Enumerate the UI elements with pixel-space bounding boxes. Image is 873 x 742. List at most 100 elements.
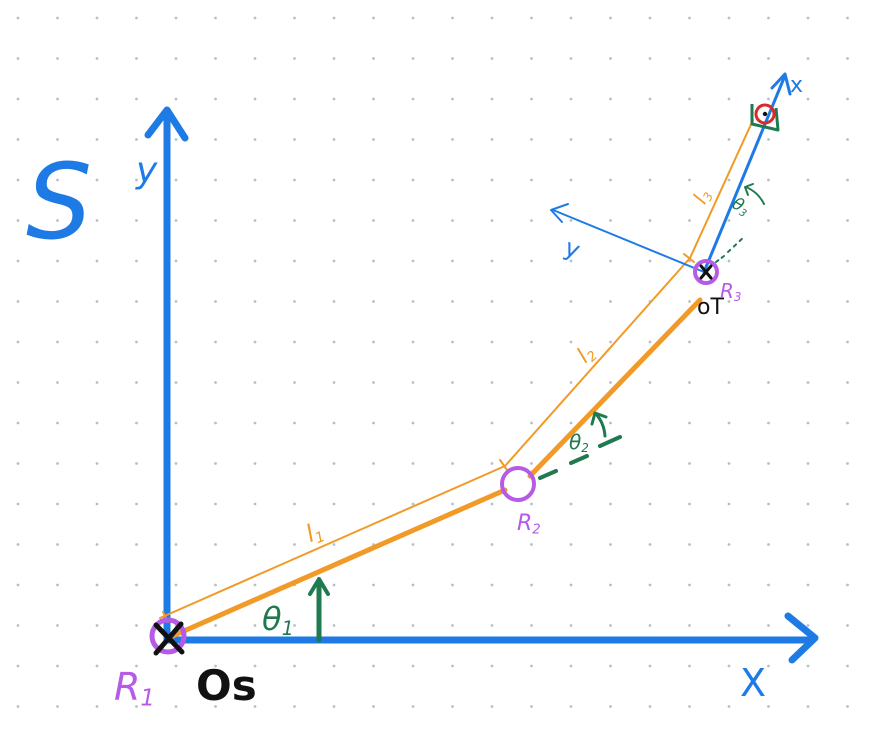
grid-dot — [372, 462, 375, 465]
grid-dot — [727, 624, 731, 627]
grid-dot — [767, 219, 770, 222]
grid-dot — [372, 705, 375, 708]
grid-dot — [569, 340, 573, 344]
link-1-tick-b — [499, 459, 508, 471]
grid-dot — [648, 178, 652, 182]
tool-x-axis — [702, 76, 786, 274]
theta-2-arc-arrow — [594, 412, 607, 438]
grid-dot — [767, 381, 770, 384]
grid-dot — [332, 583, 336, 587]
grid-dot — [95, 381, 99, 384]
grid-dot — [293, 624, 296, 627]
grid-dot — [648, 97, 652, 101]
tool-y-arrowhead — [550, 203, 569, 223]
grid-dot — [411, 219, 415, 222]
grid-dot — [451, 543, 454, 546]
grid-dot — [569, 300, 573, 303]
grid-dot — [214, 421, 217, 425]
grid-dot — [846, 664, 849, 668]
grid-dot — [688, 664, 691, 668]
grid-dot — [293, 462, 296, 465]
grid-dot — [253, 624, 257, 627]
grid-dot — [372, 259, 375, 263]
grid-dot — [411, 664, 415, 668]
grid-dot — [846, 300, 849, 303]
grid-dot — [16, 624, 20, 627]
grid-dot — [846, 97, 849, 101]
grid-dot — [530, 97, 533, 101]
grid-dot — [530, 583, 533, 587]
link-2-thick — [527, 297, 703, 479]
grid-dot — [806, 57, 810, 60]
grid-dot — [95, 583, 99, 587]
grid-dot — [530, 219, 533, 222]
grid-dot — [16, 138, 20, 141]
grid-dot — [569, 219, 573, 222]
grid-dot — [372, 583, 375, 587]
grid-dot — [56, 259, 59, 263]
grid-dot — [688, 381, 691, 384]
grid-dot — [16, 300, 20, 303]
tool-x-label: x — [790, 73, 803, 98]
grid-dot — [648, 664, 652, 668]
grid-dot — [648, 462, 652, 465]
grid-dot — [253, 583, 257, 587]
grid-dot — [174, 178, 178, 182]
grid-dot — [806, 219, 810, 222]
link-2-tick — [683, 253, 695, 263]
grid-dot — [253, 57, 257, 60]
grid-dot — [174, 16, 178, 20]
grid-dot — [16, 381, 20, 384]
angle-2-label: θ2 — [569, 430, 589, 455]
grid-dot — [174, 340, 178, 344]
grid-dot — [332, 502, 336, 506]
link-3-thin — [689, 119, 754, 259]
grid-dot — [214, 583, 217, 587]
theta-3-arc-arrow — [745, 186, 765, 205]
grid-dot — [253, 16, 257, 20]
grid-dot — [806, 421, 810, 425]
theta-2-reference-dash-1 — [538, 469, 558, 480]
grid-dot — [135, 57, 138, 60]
grid-dot — [56, 97, 59, 101]
grid-dot — [688, 97, 691, 101]
grid-dot — [490, 543, 494, 546]
joint-1-label: R1 — [114, 665, 155, 712]
grid-dot — [648, 543, 652, 546]
origin-markers — [153, 264, 713, 656]
grid-dot — [727, 259, 731, 263]
grid-dot — [648, 624, 652, 627]
grid-dot — [135, 219, 138, 222]
grid-dot — [767, 543, 770, 546]
grid-dot — [214, 219, 217, 222]
grid-dot — [332, 97, 336, 101]
grid-dot — [332, 57, 336, 60]
grid-dot — [530, 138, 533, 141]
grid-dot — [688, 502, 691, 506]
grid-dot — [767, 624, 770, 627]
grid-dot — [135, 259, 138, 263]
grid-dot — [95, 300, 99, 303]
grid-dot — [95, 16, 99, 20]
tool-x-arrowhead — [770, 72, 792, 96]
theta-3-reference-dash-2 — [727, 235, 746, 253]
grid-dot — [688, 300, 691, 303]
grid-dot — [451, 381, 454, 384]
grid-dot — [214, 502, 217, 506]
grid-dot — [490, 138, 494, 141]
grid-dot — [767, 138, 770, 141]
grid-dot — [16, 340, 20, 344]
grid-dot — [372, 57, 375, 60]
grid-dot — [95, 97, 99, 101]
grid-dot — [530, 340, 533, 344]
grid-dot — [135, 543, 138, 546]
grid-dot — [372, 97, 375, 101]
grid-dot — [174, 664, 178, 668]
grid-dot — [530, 57, 533, 60]
grid-dot — [530, 664, 533, 668]
grid-dot — [135, 664, 138, 668]
grid-dot — [569, 705, 573, 708]
grid-dot — [609, 705, 612, 708]
grid-dot — [688, 57, 691, 60]
grid-dot — [293, 381, 296, 384]
